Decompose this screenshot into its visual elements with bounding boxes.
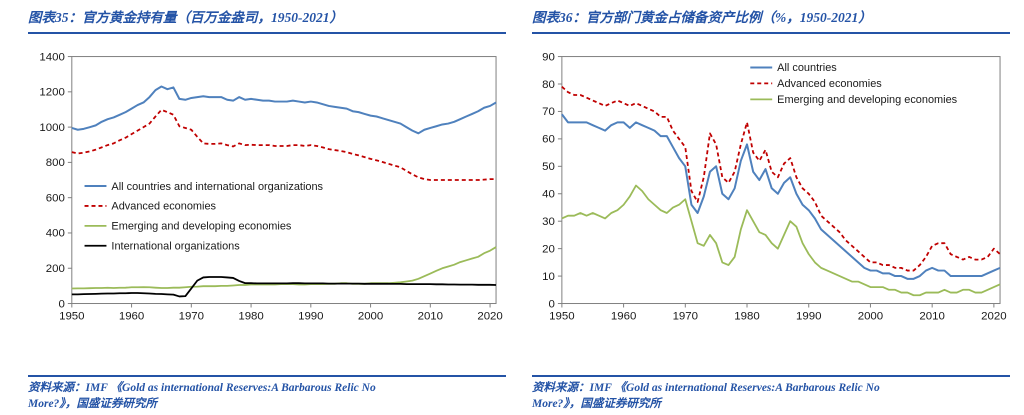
- x-tick-label: 1990: [298, 311, 323, 323]
- source-divider: [532, 374, 1010, 377]
- source-note: 资料来源：IMF 《Gold as international Reserves…: [28, 381, 376, 410]
- x-tick-label: 2020: [981, 311, 1006, 323]
- legend-label-1: Advanced economies: [111, 201, 216, 213]
- figure-title: 图表36：官方部门黄金占储备资产比例（%，1950-2021）: [532, 10, 872, 25]
- x-tick-label: 1970: [673, 311, 698, 323]
- plot-frame: [561, 56, 1001, 305]
- series-line-2: [561, 184, 1001, 297]
- y-tick-label: 20: [542, 244, 555, 256]
- y-tick-label: 60: [542, 134, 555, 146]
- title-divider: [532, 32, 1010, 35]
- x-tick-label: 1990: [796, 311, 821, 323]
- series-line-1: [561, 86, 1001, 272]
- figure-panel-35: 图表35：官方黄金持有量（百万金盎司，1950-2021） 0 200 400 600…: [28, 8, 506, 412]
- x-tick-label: 2000: [858, 311, 883, 323]
- legend-label-0: All countries and international organiza…: [111, 181, 323, 193]
- y-tick-label: 10: [542, 271, 555, 283]
- legend-label-3: International organizations: [111, 241, 240, 253]
- x-tick-label: 2010: [919, 311, 944, 323]
- y-tick-label: 40: [542, 189, 555, 201]
- x-tick-label: 2010: [418, 311, 443, 323]
- x-tick-label: 2020: [477, 311, 502, 323]
- gold-reserve-share-chart: 0 10 20 30 40 50 60 70 80 90 1950 1960 1970 1980 1990 2…: [542, 52, 1006, 323]
- y-tick-label: 400: [46, 228, 65, 240]
- legend-label-0: All countries: [777, 62, 837, 74]
- y-tick-label: 0: [58, 298, 64, 310]
- x-tick-label: 1960: [119, 311, 144, 323]
- legend-label-1: Advanced economies: [777, 78, 882, 90]
- y-tick-label: 1400: [39, 52, 64, 64]
- x-tick-label: 1960: [611, 311, 636, 323]
- x-tick-label: 1950: [59, 311, 84, 323]
- y-tick-label: 50: [542, 161, 555, 173]
- x-tick-label: 1970: [179, 311, 204, 323]
- y-tick-label: 1000: [39, 122, 64, 134]
- y-tick-label: 800: [46, 157, 65, 169]
- y-tick-label: 30: [542, 216, 555, 228]
- chart-area: 0 10 20 30 40 50 60 70 80 90 1950 1960 1970 1980 1990 2…: [532, 34, 1010, 330]
- series-line-2: [71, 246, 497, 290]
- chart-area: 0 200 400 600 800 1000 1200 1400 1950 1960 1970 198…: [28, 34, 506, 330]
- source-divider: [28, 374, 506, 377]
- y-tick-label: 80: [542, 79, 555, 91]
- y-tick-label: 600: [46, 193, 65, 205]
- figure-panel-36: 图表36：官方部门黄金占储备资产比例（%，1950-2021） 0 10 20 30 4…: [532, 8, 1010, 412]
- series-line-1: [71, 109, 497, 182]
- series-line-0: [561, 113, 1001, 281]
- gold-holdings-chart: 0 200 400 600 800 1000 1200 1400 1950 1960 1970 198…: [39, 52, 502, 323]
- title-divider: [28, 32, 506, 35]
- y-tick-label: 1200: [39, 87, 64, 99]
- x-tick-label: 1980: [734, 311, 759, 323]
- series-line-0: [71, 85, 497, 135]
- legend-label-2: Emerging and developing economies: [777, 94, 958, 106]
- x-tick-label: 1980: [238, 311, 263, 323]
- series-line-3: [71, 276, 497, 298]
- figure-title: 图表35：官方黄金持有量（百万金盎司，1950-2021）: [28, 10, 343, 25]
- x-tick-label: 2000: [358, 311, 383, 323]
- y-tick-label: 90: [542, 52, 555, 64]
- legend-label-2: Emerging and developing economies: [111, 221, 292, 233]
- y-tick-label: 0: [549, 298, 555, 310]
- y-tick-label: 200: [46, 263, 65, 275]
- plot-frame: [71, 56, 497, 305]
- x-tick-label: 1950: [549, 311, 574, 323]
- source-note: 资料来源：IMF 《Gold as international Reserves…: [532, 381, 880, 410]
- y-tick-label: 70: [542, 106, 555, 118]
